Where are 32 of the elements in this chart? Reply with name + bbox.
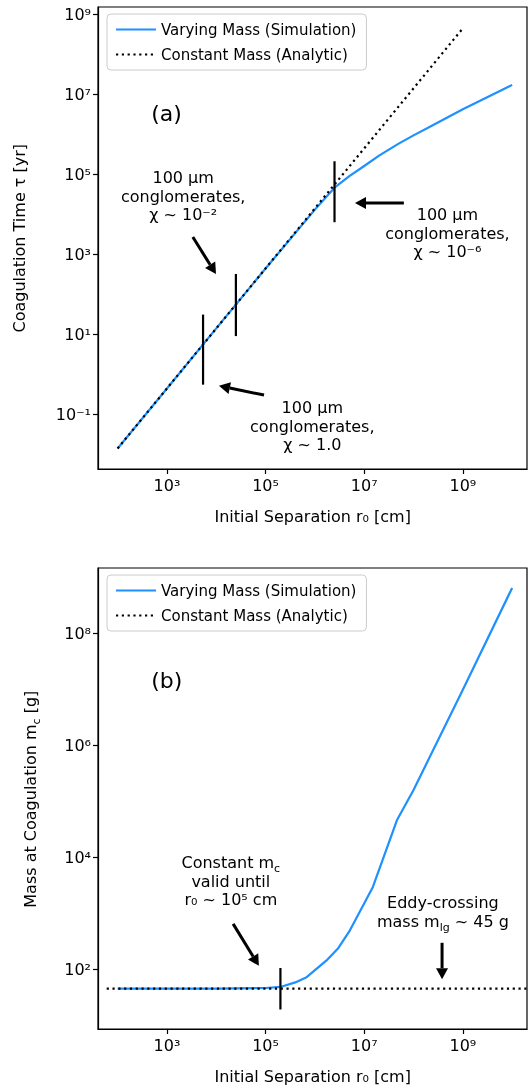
y-axis-title: Coagulation Time τ [yr] xyxy=(9,143,29,333)
annotation: Eddy-crossing mass m$_{lg}$ ~ 45 g xyxy=(376,893,509,934)
annotation: 100 μm conglomerates, χ ~ 10⁻² xyxy=(120,168,246,225)
y-tick-label: 10⁴ xyxy=(64,847,91,867)
x-axis-title: Initial Separation r₀ [cm] xyxy=(214,1067,411,1087)
y-tick-label: 10⁷ xyxy=(64,84,91,104)
legend-label: Varying Mass (Simulation) xyxy=(161,581,357,600)
legend-label: Constant Mass (Analytic) xyxy=(161,606,348,625)
legend-label: Constant Mass (Analytic) xyxy=(161,45,348,64)
y-tick-label: 10⁶ xyxy=(64,736,91,756)
x-tick-label: 10⁷ xyxy=(350,1035,378,1055)
y-tick-label: 10⁹ xyxy=(64,4,91,24)
annotation: (a) xyxy=(151,100,182,127)
annotation: 100 μm conglomerates, χ ~ 10⁻⁶ xyxy=(385,205,510,262)
x-tick-label: 10⁹ xyxy=(449,1035,477,1055)
x-tick-label: 10⁵ xyxy=(252,1035,279,1055)
annotation: 100 μm conglomerates, χ ~ 1.0 xyxy=(250,398,375,455)
x-tick-label: 10³ xyxy=(153,1035,181,1055)
legend-label: Varying Mass (Simulation) xyxy=(161,20,357,39)
y-tick-label: 10⁵ xyxy=(64,164,91,184)
y-tick-label: 10² xyxy=(64,959,91,979)
y-tick-label: 10⁻¹ xyxy=(55,404,91,424)
x-tick-label: 10³ xyxy=(153,475,181,495)
annotation: (b) xyxy=(151,667,183,693)
y-tick-label: 10⁸ xyxy=(64,624,91,644)
x-tick-label: 10⁹ xyxy=(449,475,477,495)
y-tick-label: 10³ xyxy=(64,244,91,264)
x-tick-label: 10⁵ xyxy=(252,475,279,495)
x-tick-label: 10⁷ xyxy=(350,475,378,495)
y-tick-label: 10¹ xyxy=(64,324,91,344)
x-axis-title: Initial Separation r₀ [cm] xyxy=(214,507,411,527)
annotation: Constant m$_{c}$ valid until r₀ ~ 10⁵ cm xyxy=(181,853,281,910)
